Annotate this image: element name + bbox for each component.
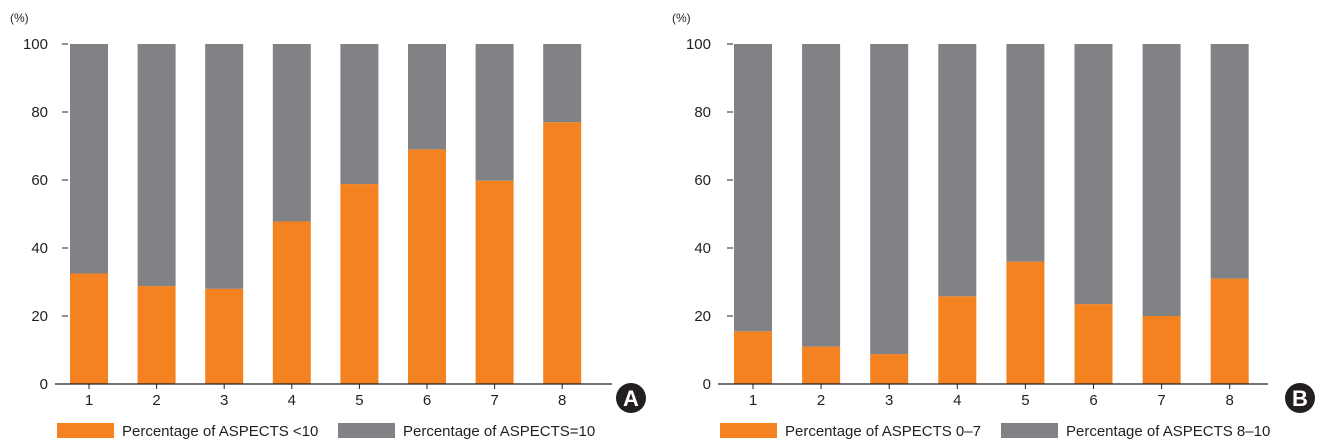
x-tick-label: 2 bbox=[152, 392, 160, 409]
legend-label-b-1: Percentage of ASPECTS 8–10 bbox=[1066, 423, 1270, 440]
legend-swatch-b-1 bbox=[1001, 423, 1058, 438]
bar-b-series0-cat7 bbox=[1142, 316, 1181, 384]
bar-a-series1-cat6 bbox=[408, 44, 446, 150]
legend-label-a-1: Percentage of ASPECTS=10 bbox=[403, 423, 595, 440]
y-axis-a: 0 20 40 60 80 100 bbox=[23, 36, 68, 393]
y-unit-label-a: (%) bbox=[10, 11, 29, 25]
x-tick-label: 1 bbox=[85, 392, 93, 409]
bar-a-series1-cat8 bbox=[543, 44, 582, 123]
bar-b-series1-cat8 bbox=[1210, 44, 1249, 279]
bar-a-series1-cat4 bbox=[272, 44, 311, 222]
legend-swatch-a-0 bbox=[57, 423, 114, 438]
bar-b-series0-cat8 bbox=[1210, 278, 1249, 384]
panel-badge-b bbox=[1285, 383, 1315, 413]
bar-a-series0-cat2 bbox=[137, 286, 176, 384]
y-tick-label: 40 bbox=[694, 240, 711, 257]
panel-letter-b: B bbox=[1292, 386, 1308, 411]
bar-b-series0-cat6 bbox=[1074, 304, 1113, 384]
bar-a-series0-cat6 bbox=[408, 149, 446, 384]
bar-b-series1-cat2 bbox=[802, 44, 841, 347]
x-tick-label: 8 bbox=[1226, 392, 1234, 409]
bar-b-series1-cat4 bbox=[938, 44, 977, 297]
legend-swatch-a-1 bbox=[338, 423, 395, 438]
bar-b-series0-cat5 bbox=[1006, 261, 1045, 384]
bar-a-series0-cat5 bbox=[340, 184, 379, 384]
x-tick-label: 8 bbox=[558, 392, 566, 409]
x-axis-a: 1 2 3 4 5 6 7 8 bbox=[85, 384, 566, 409]
bar-a-series0-cat3 bbox=[205, 288, 244, 384]
chart-panel-b: (%) 0 20 40 60 80 100 1 2 3 4 5 6 7 8 B Percentage o… bbox=[672, 11, 1315, 440]
bar-b-series0-cat3 bbox=[870, 354, 909, 384]
chart-panel-a: (%) 0 20 40 60 80 100 1 2 3 4 5 6 7 8 A Percentage o… bbox=[10, 11, 646, 440]
x-tick-label: 6 bbox=[1089, 392, 1097, 409]
bars-a bbox=[70, 44, 582, 384]
x-tick-label: 3 bbox=[220, 392, 228, 409]
y-tick-label: 100 bbox=[23, 36, 48, 53]
bar-b-series1-cat6 bbox=[1074, 44, 1113, 305]
y-tick-label: 80 bbox=[694, 104, 711, 121]
bar-b-series1-cat5 bbox=[1006, 44, 1045, 262]
x-tick-label: 7 bbox=[1157, 392, 1165, 409]
y-tick-label: 20 bbox=[31, 308, 48, 325]
x-tick-label: 2 bbox=[817, 392, 825, 409]
y-tick-label: 100 bbox=[686, 36, 711, 53]
x-tick-label: 7 bbox=[490, 392, 498, 409]
legend-b: Percentage of ASPECTS 0–7 Percentage of … bbox=[720, 423, 1270, 440]
x-tick-label: 6 bbox=[423, 392, 431, 409]
y-tick-label: 0 bbox=[40, 376, 48, 393]
legend-swatch-b-0 bbox=[720, 423, 777, 438]
panel-letter-a: A bbox=[623, 386, 639, 411]
bar-b-series0-cat1 bbox=[734, 331, 772, 384]
bar-b-series1-cat7 bbox=[1142, 44, 1181, 316]
x-axis-b: 1 2 3 4 5 6 7 8 bbox=[749, 384, 1234, 409]
bar-a-series0-cat4 bbox=[272, 221, 311, 384]
y-tick-label: 40 bbox=[31, 240, 48, 257]
x-tick-label: 4 bbox=[953, 392, 961, 409]
bar-a-series1-cat3 bbox=[205, 44, 244, 289]
y-tick-label: 60 bbox=[31, 172, 48, 189]
bar-a-series1-cat5 bbox=[340, 44, 379, 185]
y-tick-label: 0 bbox=[703, 376, 711, 393]
y-unit-label-b: (%) bbox=[672, 11, 691, 25]
bar-a-series0-cat7 bbox=[475, 180, 514, 384]
bar-b-series0-cat2 bbox=[802, 346, 841, 384]
legend-label-b-0: Percentage of ASPECTS 0–7 bbox=[785, 423, 981, 440]
y-tick-label: 20 bbox=[694, 308, 711, 325]
legend-label-a-0: Percentage of ASPECTS <10 bbox=[122, 423, 318, 440]
bar-a-series1-cat1 bbox=[70, 44, 108, 274]
bar-a-series0-cat1 bbox=[70, 273, 108, 384]
x-tick-label: 3 bbox=[885, 392, 893, 409]
y-tick-label: 60 bbox=[694, 172, 711, 189]
legend-a: Percentage of ASPECTS <10 Percentage of … bbox=[57, 423, 595, 440]
bar-b-series1-cat3 bbox=[870, 44, 909, 355]
bar-b-series1-cat1 bbox=[734, 44, 772, 332]
bar-a-series1-cat7 bbox=[475, 44, 514, 181]
x-tick-label: 4 bbox=[288, 392, 296, 409]
bar-a-series1-cat2 bbox=[137, 44, 176, 287]
x-tick-label: 5 bbox=[1021, 392, 1029, 409]
y-tick-label: 80 bbox=[31, 104, 48, 121]
bars-b bbox=[734, 44, 1249, 384]
bar-b-series0-cat4 bbox=[938, 296, 977, 384]
x-tick-label: 5 bbox=[355, 392, 363, 409]
x-tick-label: 1 bbox=[749, 392, 757, 409]
panel-badge-a bbox=[616, 383, 646, 413]
y-axis-b: 0 20 40 60 80 100 bbox=[686, 36, 733, 393]
bar-a-series0-cat8 bbox=[543, 122, 582, 384]
